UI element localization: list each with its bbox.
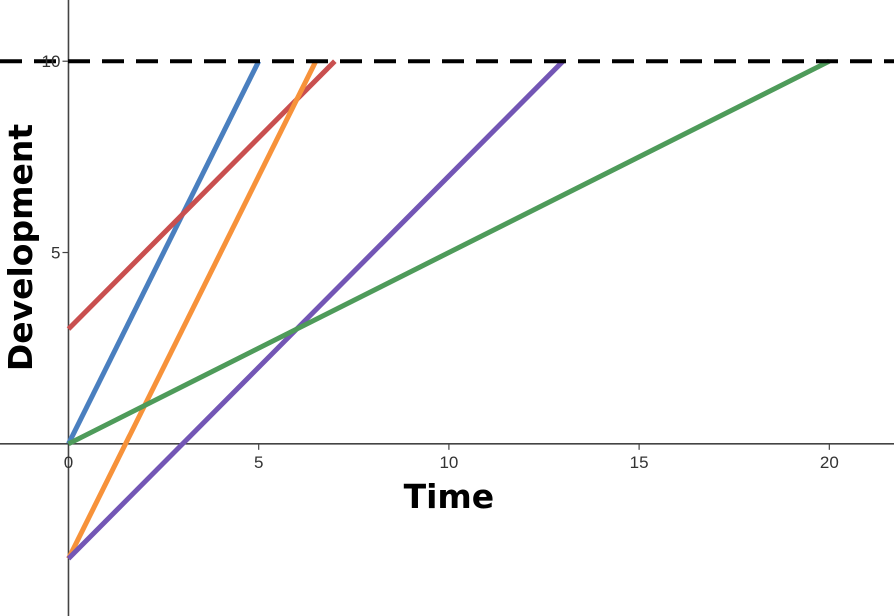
x-tick-label: 20 — [820, 453, 839, 472]
x-tick-label: 0 — [64, 453, 73, 472]
y-tick-label: 10 — [42, 52, 61, 71]
y-tick-label: 5 — [51, 244, 60, 263]
series-line-2 — [66, 59, 337, 331]
series-line-3 — [66, 60, 319, 560]
series-layer — [66, 58, 831, 561]
x-tick-label: 10 — [439, 453, 458, 472]
series-line-5 — [67, 58, 831, 447]
y-axis-title: Development — [1, 124, 40, 372]
series-line-4 — [66, 59, 565, 561]
tick-labels: 0 5 10 15 20 5 10 — [42, 52, 839, 472]
x-tick-label: 15 — [630, 453, 649, 472]
x-axis-title: Time — [404, 477, 495, 516]
series-line-1 — [66, 60, 261, 445]
x-tick-label: 5 — [254, 453, 263, 472]
